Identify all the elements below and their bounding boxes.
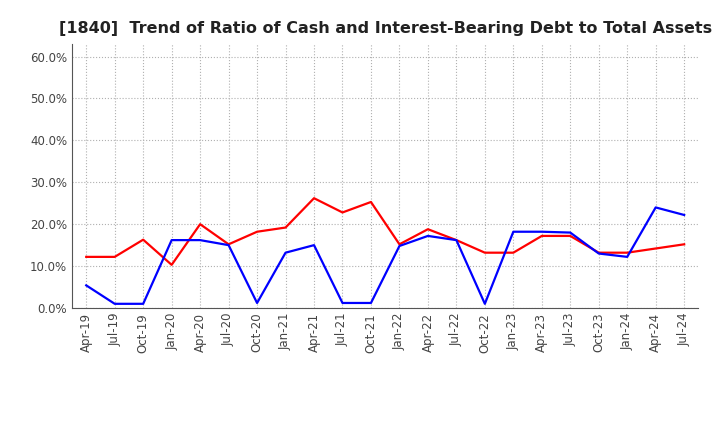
Interest-Bearing Debt <box>480 301 489 306</box>
Cash <box>452 238 461 243</box>
Interest-Bearing Debt <box>167 238 176 243</box>
Interest-Bearing Debt <box>680 213 688 218</box>
Cash <box>82 254 91 260</box>
Cash <box>225 242 233 247</box>
Interest-Bearing Debt <box>509 229 518 235</box>
Interest-Bearing Debt <box>652 205 660 210</box>
Interest-Bearing Debt <box>395 243 404 249</box>
Cash <box>652 246 660 251</box>
Cash <box>282 225 290 230</box>
Interest-Bearing Debt <box>82 283 91 288</box>
Cash <box>395 242 404 247</box>
Interest-Bearing Debt <box>282 250 290 255</box>
Line: Cash: Cash <box>86 198 684 265</box>
Cash <box>338 210 347 215</box>
Interest-Bearing Debt <box>595 251 603 256</box>
Title: [1840]  Trend of Ratio of Cash and Interest-Bearing Debt to Total Assets: [1840] Trend of Ratio of Cash and Intere… <box>58 21 712 36</box>
Interest-Bearing Debt <box>566 230 575 235</box>
Cash <box>480 250 489 255</box>
Interest-Bearing Debt <box>225 242 233 248</box>
Cash <box>623 250 631 255</box>
Interest-Bearing Debt <box>537 229 546 235</box>
Interest-Bearing Debt <box>110 301 119 306</box>
Cash <box>537 233 546 238</box>
Line: Interest-Bearing Debt: Interest-Bearing Debt <box>86 207 684 304</box>
Interest-Bearing Debt <box>196 238 204 243</box>
Interest-Bearing Debt <box>310 242 318 248</box>
Cash <box>253 229 261 235</box>
Cash <box>680 242 688 247</box>
Cash <box>366 199 375 205</box>
Interest-Bearing Debt <box>452 238 461 243</box>
Cash <box>310 195 318 201</box>
Cash <box>509 250 518 255</box>
Cash <box>110 254 119 260</box>
Interest-Bearing Debt <box>338 301 347 306</box>
Cash <box>423 227 432 232</box>
Interest-Bearing Debt <box>623 254 631 260</box>
Cash <box>139 237 148 242</box>
Interest-Bearing Debt <box>253 301 261 306</box>
Cash <box>595 250 603 255</box>
Cash <box>566 233 575 238</box>
Interest-Bearing Debt <box>366 301 375 306</box>
Interest-Bearing Debt <box>139 301 148 306</box>
Cash <box>196 222 204 227</box>
Cash <box>167 262 176 268</box>
Interest-Bearing Debt <box>423 233 432 238</box>
